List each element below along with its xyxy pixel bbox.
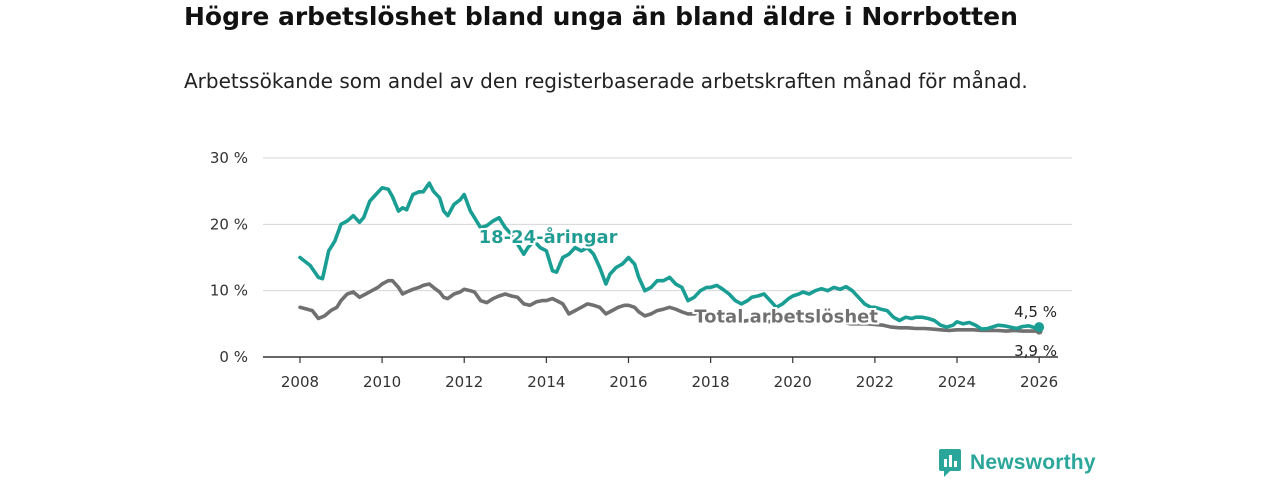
grid-lines [263,157,1072,292]
chart-title: Högre arbetslöshet bland unga än bland ä… [184,2,1018,31]
youth-end-label: 4,5 % [1014,303,1057,321]
chart-subtitle: Arbetssökande som andel av den registerb… [184,69,1028,93]
y-tick-label: 0 % [219,348,248,366]
x-tick-label: 2010 [363,373,401,391]
x-tick-label: 2022 [856,373,894,391]
x-tick-label: 2020 [774,373,812,391]
x-tick-label: 2018 [692,373,730,391]
youth-end-point [1034,322,1045,333]
y-tick-label: 10 % [210,282,248,300]
bar-chart-speech-bubble-icon [939,449,961,477]
x-tick-label: 2008 [281,373,319,391]
newsworthy-logo: Newsworthy [938,448,1096,478]
logo-text: Newsworthy [970,451,1096,474]
series-lines [298,181,1045,335]
y-axis-labels: 0 % 10 % 20 % 30 % [210,149,248,366]
y-tick-label: 30 % [210,149,248,167]
x-tick-label: 2012 [445,373,483,391]
x-axis: 2008 2010 2012 2014 2016 2018 2020 2022 2024 2026 [263,356,1058,391]
total-series-label: Total arbetslöshet [694,307,878,328]
youth-series-line [298,181,1041,331]
youth-series-label: 18-24-åringar [479,226,618,248]
x-tick-label: 2014 [527,373,565,391]
x-tick-label: 2016 [609,373,647,391]
series-labels: 18-24-åringar Total arbetslöshet [479,226,879,328]
end-value-labels: 4,5 % 3,9 % [1014,303,1057,360]
total-series-line [298,278,1041,333]
total-end-label: 3,9 % [1014,342,1057,360]
x-tick-label: 2026 [1020,373,1058,391]
y-tick-label: 20 % [210,215,248,233]
x-tick-label: 2024 [938,373,976,391]
